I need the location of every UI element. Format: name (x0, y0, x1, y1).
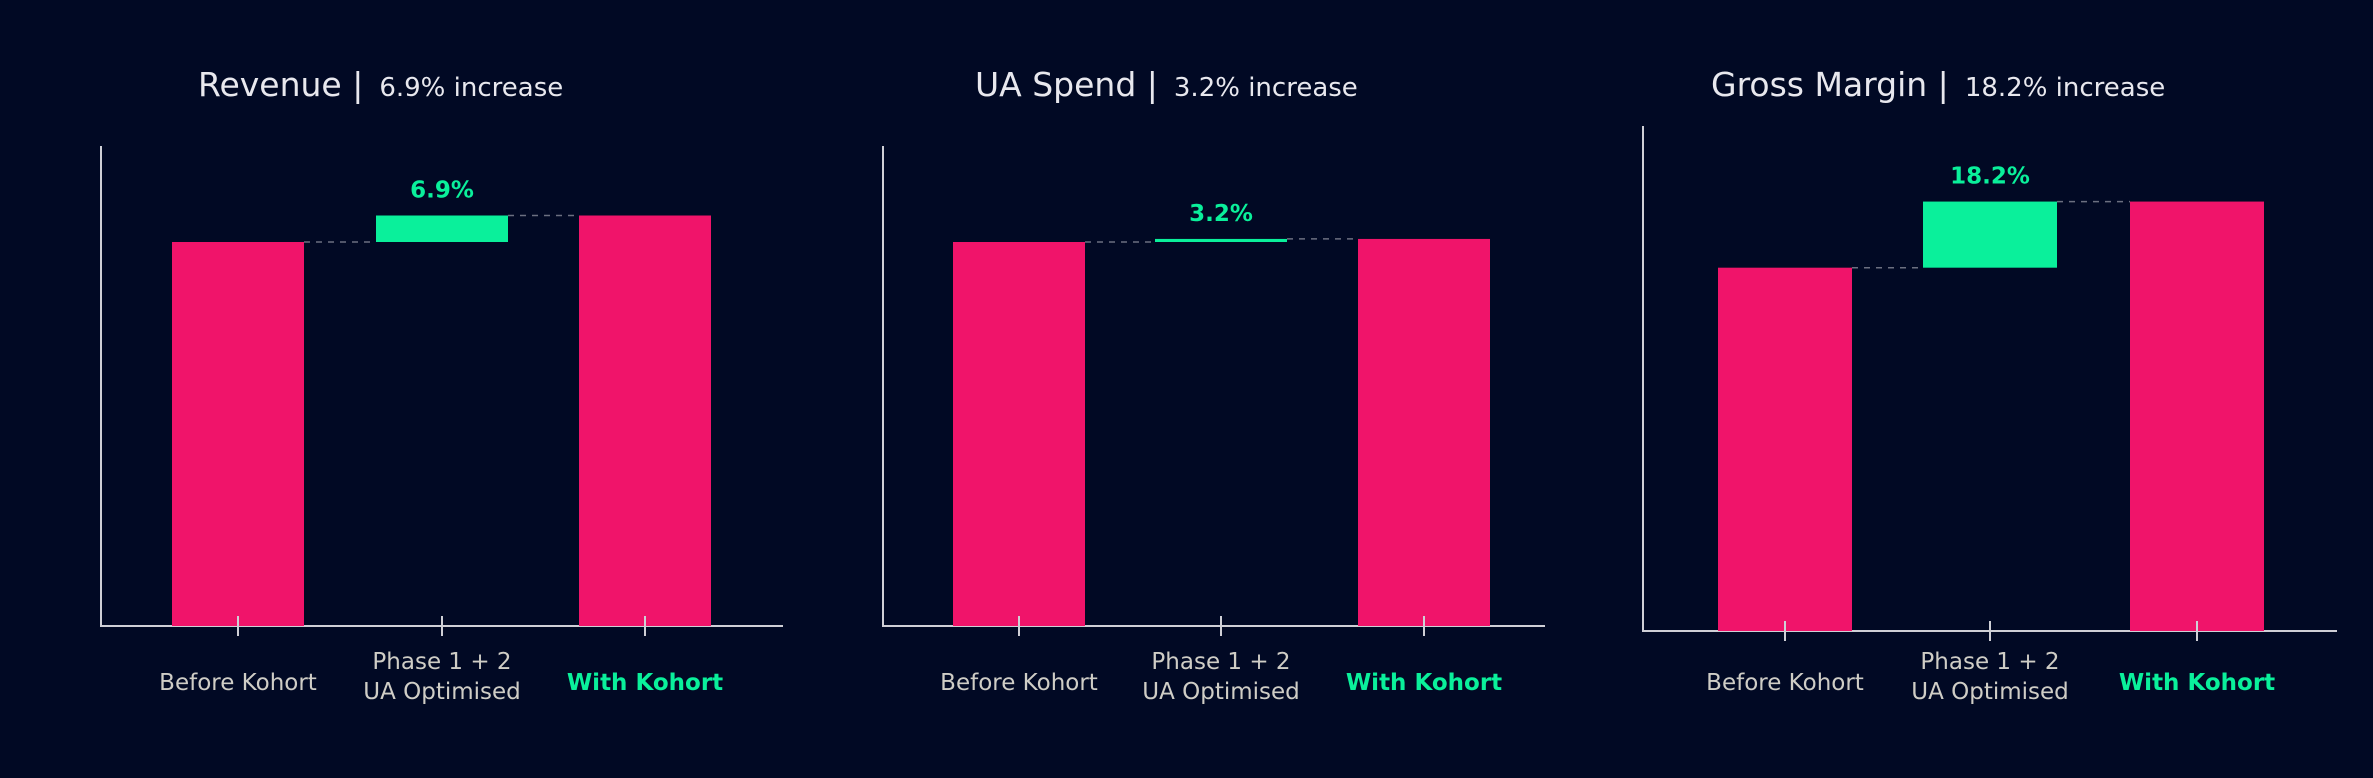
chart-title: Gross Margin | (1711, 65, 1949, 104)
x-tick-label: UA Optimised (1911, 679, 2069, 705)
x-tick-label: Before Kohort (159, 670, 317, 696)
x-tick-label: UA Optimised (363, 679, 521, 705)
x-tick-label: With Kohort (1346, 670, 1502, 696)
x-tick-label: Phase 1 + 2 (1151, 649, 1290, 675)
data-label: 6.9% (410, 178, 474, 204)
bar-total (1718, 267, 1852, 631)
chart-title: UA Spend | (975, 65, 1158, 104)
x-tick-label: Before Kohort (1706, 670, 1864, 696)
data-label: 3.2% (1189, 201, 1253, 227)
data-label: 18.2% (1950, 164, 2030, 190)
bar-increase (1155, 238, 1287, 242)
chart-subtitle: 3.2% increase (1174, 73, 1358, 103)
bar-total (579, 215, 711, 626)
bar-increase (1923, 201, 2057, 268)
bar-increase (376, 215, 508, 242)
x-tick-label: With Kohort (567, 670, 723, 696)
x-tick-label: With Kohort (2119, 670, 2275, 696)
bar-total (953, 242, 1085, 626)
x-tick-label: Before Kohort (940, 670, 1098, 696)
bar-total (2130, 201, 2264, 631)
x-tick-label: Phase 1 + 2 (1920, 649, 2059, 675)
x-tick-label: Phase 1 + 2 (372, 649, 511, 675)
bar-total (172, 242, 304, 626)
bar-total (1358, 238, 1490, 627)
chart-title: Revenue | (198, 65, 363, 104)
chart-subtitle: 6.9% increase (379, 73, 563, 103)
x-tick-label: UA Optimised (1142, 679, 1300, 705)
chart-subtitle: 18.2% increase (1965, 73, 2165, 103)
